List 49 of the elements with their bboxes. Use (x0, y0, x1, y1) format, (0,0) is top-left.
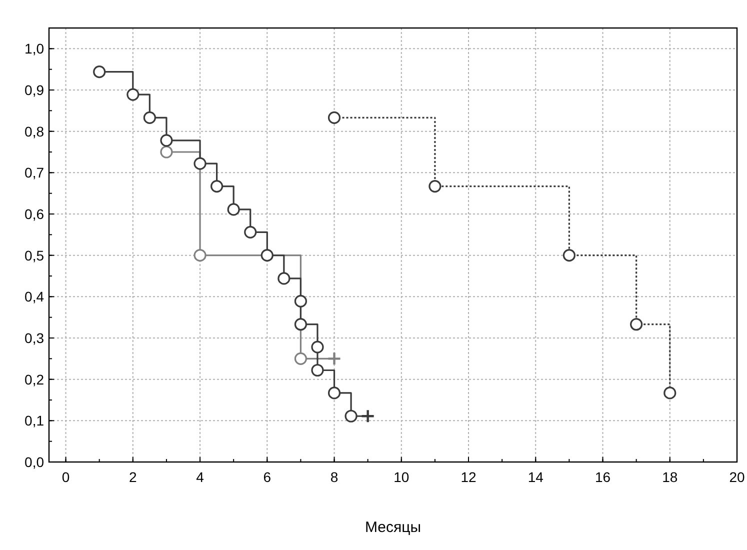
point (143, 111, 156, 124)
point (160, 134, 173, 147)
point (294, 318, 308, 331)
point (360, 409, 375, 424)
x-axis-title: Месяцы (364, 519, 422, 536)
y-tick-label: 0,6 (24, 206, 44, 222)
point (328, 386, 341, 400)
y-tick-label: 0,1 (24, 412, 44, 429)
x-tick-label: 0 (62, 469, 70, 485)
point (244, 226, 257, 238)
point (260, 249, 274, 262)
point (562, 249, 576, 262)
x-tick-label: 6 (263, 469, 272, 485)
point (630, 318, 643, 331)
y-tick-label: 1,0 (24, 40, 44, 57)
y-tick-label: 0,2 (24, 371, 44, 388)
x-tick-label: 20 (729, 469, 745, 485)
point (294, 352, 308, 365)
point (327, 352, 342, 366)
point (227, 203, 240, 216)
point (160, 146, 173, 158)
x-tick-label: 2 (129, 469, 138, 485)
point (311, 340, 324, 354)
y-tick-label: 0,9 (24, 82, 44, 98)
y-tick-label: 0,0 (24, 454, 44, 470)
x-tick-label: 12 (460, 469, 477, 485)
x-tick-label: 16 (594, 469, 611, 485)
y-tick-label: 0,3 (24, 330, 44, 346)
point (194, 157, 206, 170)
x-tick-label: 14 (528, 469, 544, 485)
point (278, 272, 290, 285)
point (428, 180, 442, 193)
y-tick-label: 0,5 (24, 247, 44, 264)
x-tick-label: 18 (662, 469, 678, 485)
y-tick-label: 0,8 (24, 123, 44, 140)
x-tick-label: 4 (196, 469, 204, 485)
x-tick-label: 8 (330, 469, 338, 485)
x-tick-label: 10 (394, 469, 410, 485)
point (664, 386, 676, 400)
point (126, 88, 140, 101)
y-tick-label: 0,4 (24, 288, 44, 305)
point (93, 66, 106, 78)
point (210, 180, 224, 193)
point (194, 249, 206, 262)
point (328, 111, 341, 124)
point (311, 364, 324, 377)
point (344, 410, 358, 422)
y-tick-label: 0,7 (24, 164, 44, 181)
point (294, 294, 308, 308)
